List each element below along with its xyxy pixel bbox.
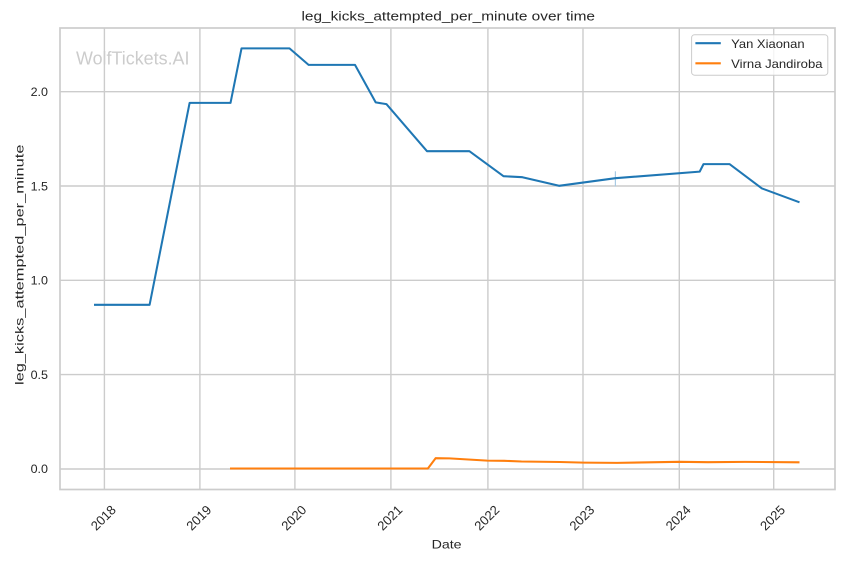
svg-text:leg_kicks_attempted_per_minute: leg_kicks_attempted_per_minute: [13, 144, 27, 385]
svg-text:0.0: 0.0: [31, 462, 49, 476]
svg-text:Virna Jandiroba: Virna Jandiroba: [731, 57, 823, 71]
svg-text:1.5: 1.5: [31, 179, 49, 193]
svg-text:WolfTickets.AI: WolfTickets.AI: [76, 48, 190, 68]
svg-text:Yan Xiaonan: Yan Xiaonan: [731, 37, 804, 51]
svg-text:Date: Date: [432, 538, 462, 552]
svg-text:0.5: 0.5: [31, 368, 49, 382]
svg-text:1.0: 1.0: [31, 274, 49, 288]
svg-text:leg_kicks_attempted_per_minute: leg_kicks_attempted_per_minute over time: [302, 9, 596, 23]
svg-text:2.0: 2.0: [31, 85, 49, 99]
